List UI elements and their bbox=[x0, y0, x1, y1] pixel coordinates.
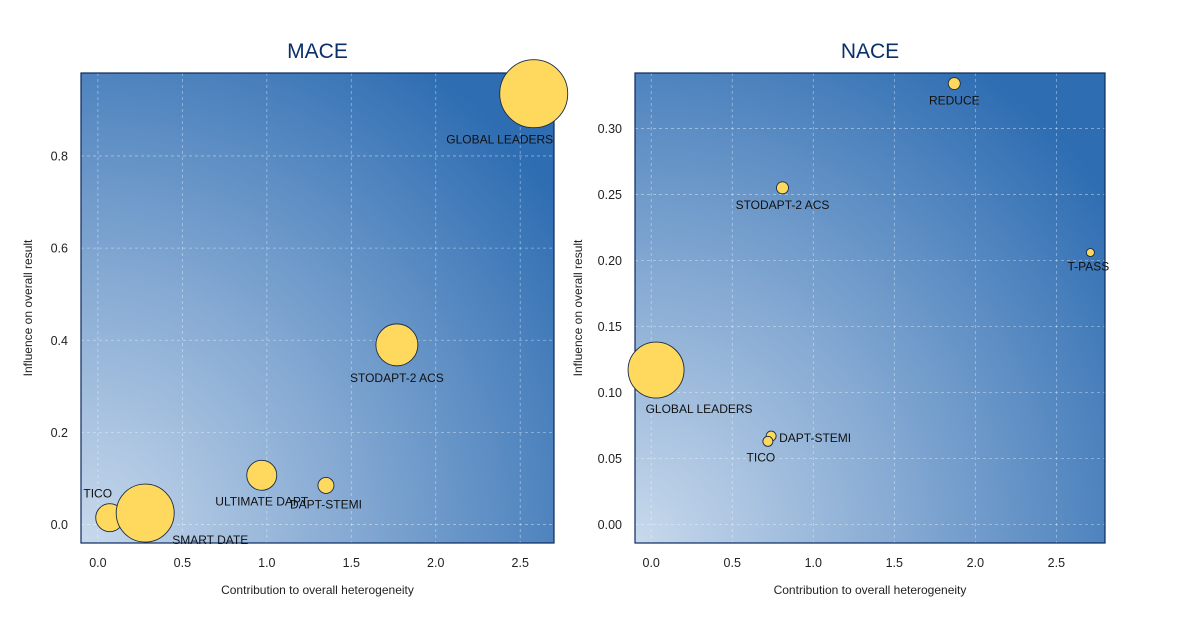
y-tick-label: 0.0 bbox=[51, 518, 68, 532]
x-tick-label: 2.0 bbox=[427, 556, 444, 570]
data-point-bubble bbox=[499, 59, 569, 129]
y-tick-label: 0.6 bbox=[51, 242, 68, 256]
y-tick-label: 0.10 bbox=[598, 386, 622, 400]
plot-area bbox=[81, 73, 554, 543]
x-tick-label: 0.0 bbox=[89, 556, 106, 570]
x-axis-label: Contribution to overall heterogeneity bbox=[221, 583, 414, 597]
plot-border bbox=[634, 72, 1106, 544]
y-tick-label: 0.05 bbox=[598, 452, 622, 466]
data-point-bubble bbox=[246, 459, 278, 491]
chart-panel-mace: 0.0 0.5 1.0 1.5 2.0 2.5 0.0 0.2 0.4 0.6 0.8 MACE Con… bbox=[21, 40, 569, 597]
data-point-bubble bbox=[1085, 248, 1095, 258]
y-tick-label: 0.4 bbox=[51, 334, 68, 348]
data-point-bubble bbox=[627, 341, 685, 399]
x-tick-label: 1.5 bbox=[343, 556, 360, 570]
y-tick-label: 0.2 bbox=[51, 426, 68, 440]
data-point-label: TICO bbox=[83, 487, 112, 501]
data-point-label: TICO bbox=[747, 450, 776, 464]
y-axis-label: Influence on overall result bbox=[571, 239, 585, 376]
x-tick-label: 0.5 bbox=[724, 556, 741, 570]
data-point-bubble bbox=[115, 483, 175, 543]
y-tick-label: 0.15 bbox=[598, 320, 622, 334]
x-tick-label: 1.5 bbox=[886, 556, 903, 570]
x-tick-label: 2.5 bbox=[512, 556, 529, 570]
x-tick-label: 0.0 bbox=[643, 556, 660, 570]
x-tick-label: 1.0 bbox=[805, 556, 822, 570]
data-point-bubble bbox=[317, 476, 335, 494]
data-point-label: GLOBAL LEADERS bbox=[646, 402, 753, 416]
y-tick-label: 0.30 bbox=[598, 122, 622, 136]
chart-title: NACE bbox=[841, 40, 899, 63]
y-tick-label: 0.25 bbox=[598, 188, 622, 202]
x-tick-label: 1.0 bbox=[258, 556, 275, 570]
plot-area bbox=[635, 73, 1105, 543]
data-point-bubble bbox=[762, 435, 774, 447]
data-point-bubble bbox=[776, 181, 789, 195]
data-point-label: GLOBAL LEADERS bbox=[446, 133, 553, 147]
y-tick-label: 0.20 bbox=[598, 254, 622, 268]
chart-panel-nace: 0.0 0.5 1.0 1.5 2.0 2.5 0.00 0.05 0.10 0.15 0.20 0.… bbox=[571, 40, 1109, 597]
data-point-bubble bbox=[375, 323, 419, 367]
y-tick-label: 0.8 bbox=[51, 149, 68, 163]
y-tick-label: 0.00 bbox=[598, 518, 622, 532]
x-tick-label: 2.5 bbox=[1048, 556, 1065, 570]
data-point-label: REDUCE bbox=[929, 94, 980, 108]
data-point-label: T-PASS bbox=[1068, 260, 1110, 274]
x-axis-label: Contribution to overall heterogeneity bbox=[774, 583, 967, 597]
data-point-label: DAPT-STEMI bbox=[779, 431, 851, 445]
data-point-label: DAPT-STEMI bbox=[290, 497, 362, 511]
data-point-label: SMART DATE bbox=[172, 533, 248, 547]
y-axis-label: Influence on overall result bbox=[21, 239, 35, 376]
data-point-label: STODAPT-2 ACS bbox=[736, 198, 830, 212]
data-point-label: ULTIMATE DAPT bbox=[215, 494, 309, 508]
plot-border bbox=[80, 72, 555, 544]
chart-title: MACE bbox=[287, 40, 348, 63]
data-point-bubble bbox=[947, 77, 961, 91]
data-point-label: STODAPT-2 ACS bbox=[350, 371, 444, 385]
x-tick-label: 0.5 bbox=[174, 556, 191, 570]
x-tick-label: 2.0 bbox=[967, 556, 984, 570]
